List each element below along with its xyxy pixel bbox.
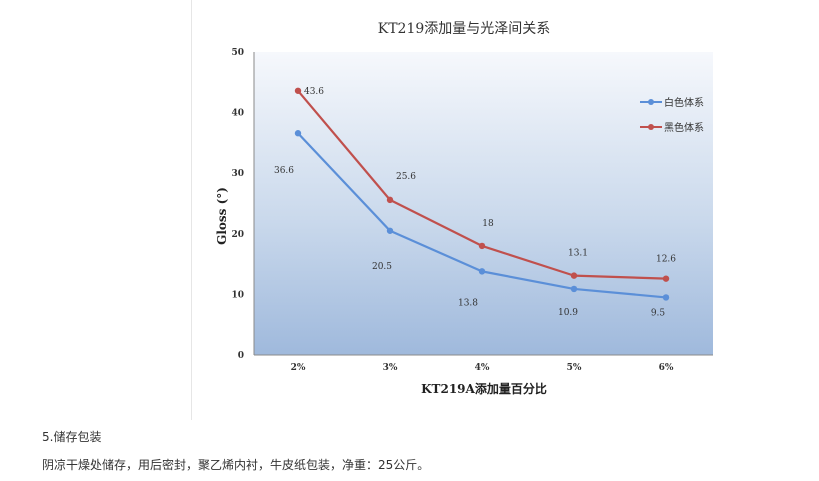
x-tick-labels: 2% 3% 4% 5% 6%	[291, 363, 674, 373]
y-tick-label: 30	[231, 169, 244, 179]
data-label: 20.5	[372, 262, 392, 272]
legend-swatch-marker	[648, 99, 654, 105]
left-divider	[191, 0, 192, 420]
data-label: 9.5	[651, 308, 666, 318]
data-point	[662, 294, 670, 301]
y-tick-label: 50	[231, 48, 244, 58]
data-point	[478, 242, 486, 250]
gloss-line-chart: KT219添加量与光泽间关系 KT219A添加量百分比 Gloss (°) 0 1…	[215, 21, 713, 396]
data-label: 10.9	[558, 308, 578, 318]
x-tick-label: 3%	[383, 363, 398, 373]
y-tick-label: 40	[231, 109, 244, 119]
data-point	[294, 87, 302, 94]
legend-label: 白色体系	[664, 96, 704, 109]
y-tick-labels: 0 10 20 30 40 50	[231, 48, 244, 361]
y-tick-label: 10	[231, 290, 244, 300]
data-point	[570, 285, 578, 293]
x-tick-label: 6%	[659, 363, 674, 373]
data-label: 25.6	[396, 172, 416, 182]
data-label: 12.6	[656, 255, 676, 265]
data-label: 13.8	[458, 298, 478, 308]
plot-area	[254, 52, 713, 355]
y-axis-title: Gloss (°)	[215, 187, 229, 245]
x-tick-label: 2%	[291, 363, 306, 373]
data-label: 18	[482, 219, 494, 229]
data-label: 36.6	[274, 166, 294, 176]
series-layer: 36.6 20.5 13.8 10.9 9.5 43.6 25.6 18 13.1 12.6	[274, 87, 676, 319]
data-point	[478, 268, 486, 275]
chart-title: KT219添加量与光泽间关系	[378, 21, 551, 37]
y-tick-label: 20	[231, 230, 244, 240]
data-label: 13.1	[568, 249, 588, 259]
data-point	[570, 272, 578, 279]
x-tick-label: 4%	[475, 363, 490, 373]
x-tick-label: 5%	[567, 363, 582, 373]
data-point	[294, 130, 302, 137]
data-label: 43.6	[304, 87, 324, 97]
section-body: 阴凉干燥处储存，用后密封，聚乙烯内衬，牛皮纸包装，净重：25公斤。	[42, 458, 430, 472]
data-point	[386, 227, 394, 234]
data-point	[386, 196, 394, 204]
y-tick-label: 0	[238, 351, 244, 361]
data-point	[662, 275, 670, 282]
legend-swatch-marker	[648, 124, 654, 130]
legend-label: 黑色体系	[664, 121, 704, 134]
section-heading: 5.储存包装	[42, 430, 102, 444]
x-axis-title: KT219A添加量百分比	[421, 381, 547, 396]
